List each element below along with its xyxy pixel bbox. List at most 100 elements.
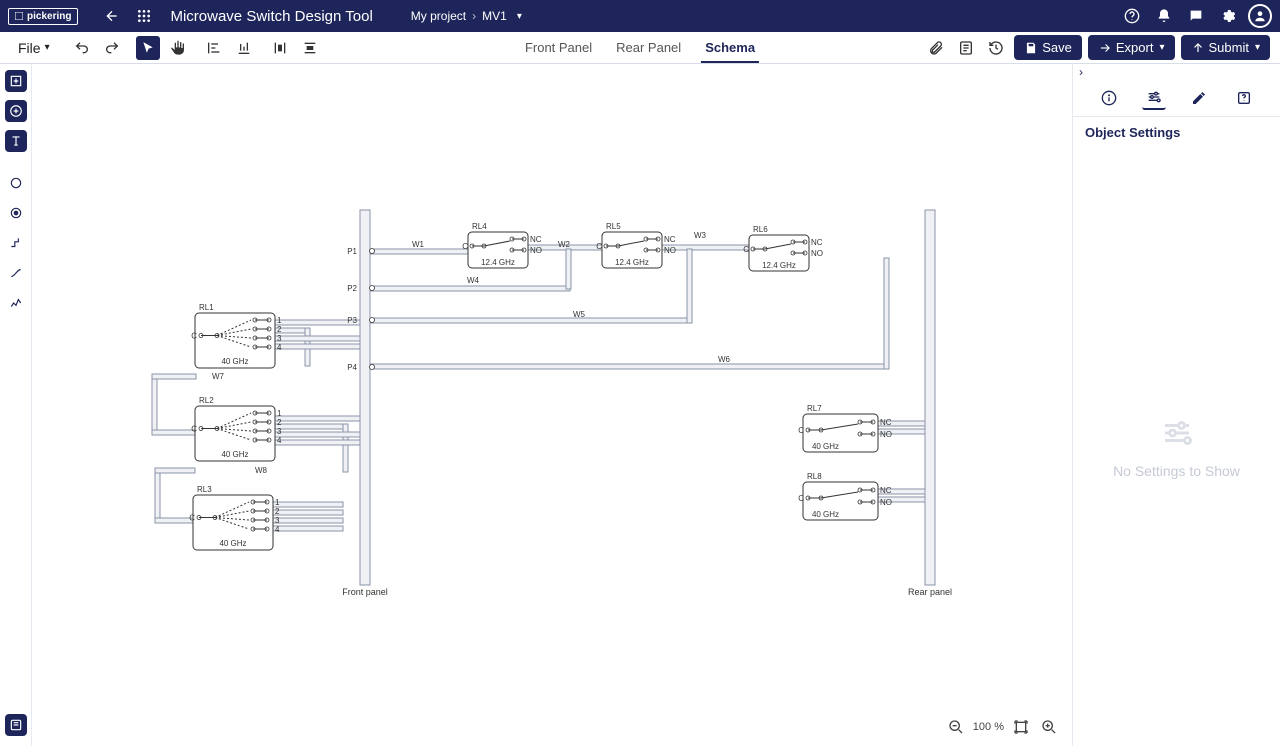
spark-tool[interactable] (5, 292, 27, 314)
attachment-icon[interactable] (924, 36, 948, 60)
svg-text:W8: W8 (255, 466, 268, 475)
history-icon[interactable] (984, 36, 1008, 60)
svg-text:NO: NO (530, 246, 542, 255)
text-tool[interactable] (5, 130, 27, 152)
back-icon[interactable] (100, 4, 124, 28)
svg-text:12.4 GHz: 12.4 GHz (762, 261, 796, 270)
svg-text:NO: NO (880, 430, 892, 439)
svg-text:W2: W2 (558, 240, 571, 249)
help-tab-icon[interactable] (1232, 86, 1256, 110)
zoom-in-button[interactable] (1038, 716, 1060, 738)
empty-state: No Settings to Show (1073, 148, 1280, 746)
svg-text:12.4 GHz: 12.4 GHz (615, 258, 649, 267)
help-icon[interactable] (1120, 4, 1144, 28)
svg-text:W1: W1 (412, 240, 425, 249)
svg-text:4: 4 (277, 343, 282, 352)
svg-text:40 GHz: 40 GHz (812, 442, 839, 451)
svg-text:NC: NC (530, 235, 542, 244)
svg-text:NC: NC (664, 235, 676, 244)
file-menu[interactable]: File ▾ (10, 36, 58, 60)
svg-text:RL3: RL3 (197, 485, 212, 494)
svg-text:C: C (462, 242, 468, 251)
tool-rail (0, 64, 32, 746)
file-menu-label: File (18, 40, 41, 56)
breadcrumb-design[interactable]: MV1 (482, 9, 507, 23)
dropdown-caret-icon[interactable]: ▾ (517, 11, 522, 22)
svg-text:Front panel: Front panel (342, 587, 388, 597)
library-button[interactable] (5, 714, 27, 736)
chevron-right-icon: › (472, 9, 476, 23)
svg-text:3: 3 (277, 334, 282, 343)
app-title: Microwave Switch Design Tool (170, 8, 372, 25)
svg-text:C: C (596, 242, 602, 251)
settings-tab-icon[interactable] (1142, 86, 1166, 110)
svg-text:RL7: RL7 (807, 404, 822, 413)
chat-icon[interactable] (1184, 4, 1208, 28)
svg-text:C: C (798, 494, 804, 503)
save-button[interactable]: Save (1014, 35, 1082, 60)
svg-text:W3: W3 (694, 231, 707, 240)
expand-panel-button[interactable]: › (1073, 64, 1280, 80)
align-left-button[interactable] (202, 36, 226, 60)
edit-tab-icon[interactable] (1187, 86, 1211, 110)
svg-text:NC: NC (880, 418, 892, 427)
schematic-canvas[interactable]: Front panelP1P2P3P4Rear panelRL140 GHzC1… (32, 64, 1072, 746)
submit-button[interactable]: Submit (1181, 35, 1271, 60)
svg-text:NO: NO (664, 246, 676, 255)
tab-rear-panel[interactable]: Rear Panel (612, 34, 685, 63)
notifications-icon[interactable] (1152, 4, 1176, 28)
avatar[interactable] (1248, 4, 1272, 28)
tab-schema[interactable]: Schema (701, 34, 759, 63)
pan-tool-button[interactable] (166, 36, 190, 60)
tab-front-panel[interactable]: Front Panel (521, 34, 596, 63)
add-circle-tool[interactable] (5, 100, 27, 122)
notes-icon[interactable] (954, 36, 978, 60)
chevron-down-icon: ▾ (45, 42, 50, 53)
align-bottom-button[interactable] (232, 36, 256, 60)
circle-outline-tool[interactable] (5, 172, 27, 194)
svg-text:NO: NO (880, 498, 892, 507)
svg-text:40 GHz: 40 GHz (221, 357, 248, 366)
submit-button-label: Submit (1209, 40, 1249, 55)
undo-button[interactable] (70, 36, 94, 60)
distribute-v-button[interactable] (298, 36, 322, 60)
svg-text:RL8: RL8 (807, 472, 822, 481)
pointer-tool-button[interactable] (136, 36, 160, 60)
svg-text:2: 2 (277, 325, 282, 334)
svg-text:C: C (191, 332, 197, 341)
info-tab-icon[interactable] (1097, 86, 1121, 110)
curve-tool[interactable] (5, 262, 27, 284)
top-bar: pickering Microwave Switch Design Tool M… (0, 0, 1280, 32)
svg-text:2: 2 (277, 418, 282, 427)
svg-text:RL6: RL6 (753, 225, 768, 234)
svg-text:P1: P1 (347, 247, 357, 256)
empty-state-text: No Settings to Show (1113, 463, 1240, 479)
circle-filled-tool[interactable] (5, 202, 27, 224)
svg-text:RL4: RL4 (472, 222, 487, 231)
svg-text:C: C (743, 245, 749, 254)
export-button-label: Export (1116, 40, 1154, 55)
add-rect-tool[interactable] (5, 70, 27, 92)
right-panel: › Object Settings No Settings to Show (1072, 64, 1280, 746)
svg-text:NC: NC (811, 238, 823, 247)
svg-text:1: 1 (277, 409, 282, 418)
svg-text:P4: P4 (347, 363, 357, 372)
svg-text:3: 3 (275, 516, 280, 525)
zoom-out-button[interactable] (945, 716, 967, 738)
svg-text:W6: W6 (718, 355, 731, 364)
svg-text:RL1: RL1 (199, 303, 214, 312)
export-button[interactable]: Export (1088, 35, 1175, 60)
zoom-controls: 100 % (941, 712, 1064, 742)
svg-text:Rear panel: Rear panel (908, 587, 952, 597)
settings-icon[interactable] (1216, 4, 1240, 28)
svg-text:W5: W5 (573, 310, 586, 319)
zoom-fit-button[interactable] (1010, 716, 1032, 738)
svg-text:C: C (189, 514, 195, 523)
step-line-tool[interactable] (5, 232, 27, 254)
breadcrumb-project[interactable]: My project (411, 9, 466, 23)
distribute-h-button[interactable] (268, 36, 292, 60)
apps-grid-icon[interactable] (132, 4, 156, 28)
right-panel-tabs (1073, 80, 1280, 117)
svg-text:4: 4 (275, 525, 280, 534)
redo-button[interactable] (100, 36, 124, 60)
